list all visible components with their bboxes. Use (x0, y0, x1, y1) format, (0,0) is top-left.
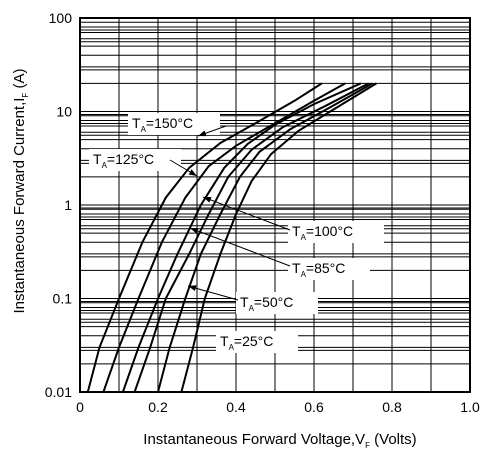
y-tick-label: 0.01 (45, 384, 72, 400)
curve-label-4: TA=50°C (240, 294, 293, 313)
curve-label-leader (202, 196, 291, 231)
curve-label-bg (288, 221, 384, 243)
series-line-1 (102, 82, 346, 393)
curve-label-leader (189, 227, 291, 267)
curve-label-3: TA=85°C (292, 260, 345, 279)
plot-frame (79, 17, 471, 393)
x-axis-label: Instantaneous Forward Voltage,VF (Volts) (143, 431, 416, 450)
series-line-5 (180, 82, 377, 393)
y-tick-label: 0.1 (53, 291, 73, 307)
x-tick-label: 0.8 (382, 399, 402, 415)
x-tick-label: 0.4 (226, 399, 246, 415)
curve-label-bg (89, 149, 181, 171)
x-tick-label: 0.2 (148, 399, 168, 415)
curve-label-bg (288, 258, 370, 280)
y-tick-label: 1 (64, 197, 72, 213)
curve-label-arrowhead (188, 285, 197, 291)
curve-label-bg (236, 292, 318, 314)
curve-label-1: TA=125°C (93, 151, 154, 170)
series-line-4 (157, 82, 373, 393)
curve-label-arrowhead (198, 130, 207, 137)
series-line-0 (86, 82, 323, 393)
curve-label-2: TA=100°C (292, 223, 353, 242)
y-axis-label: Instantaneous Forward Current,IF (A) (11, 68, 30, 313)
x-tick-label: 0 (76, 399, 84, 415)
series-line-3 (133, 82, 370, 393)
x-tick-label: 1.0 (460, 399, 480, 415)
curve-label-bg (216, 331, 298, 353)
curve-label-leader (187, 285, 239, 301)
curve-label-5: TA=25°C (220, 333, 273, 352)
series-line-2 (121, 82, 362, 393)
curve-label-arrowhead (203, 197, 212, 203)
y-tick-label: 10 (56, 104, 72, 120)
curve-label-arrowhead (188, 169, 197, 176)
y-tick-label: 100 (49, 10, 73, 26)
curve-label-0: TA=150°C (132, 115, 193, 134)
axes: 0 0.2 0.4 0.6 0.8 1.0 0.01 0.1 1 10 100 (45, 10, 480, 415)
curve-label-bg (128, 113, 220, 135)
curves (86, 82, 377, 393)
x-tick-label: 0.6 (304, 399, 324, 415)
curve-label-arrowhead (190, 228, 199, 234)
curve-labels: TA=150°C TA=125°C TA=100°C TA=85°C TA=50°C TA… (89, 113, 384, 353)
